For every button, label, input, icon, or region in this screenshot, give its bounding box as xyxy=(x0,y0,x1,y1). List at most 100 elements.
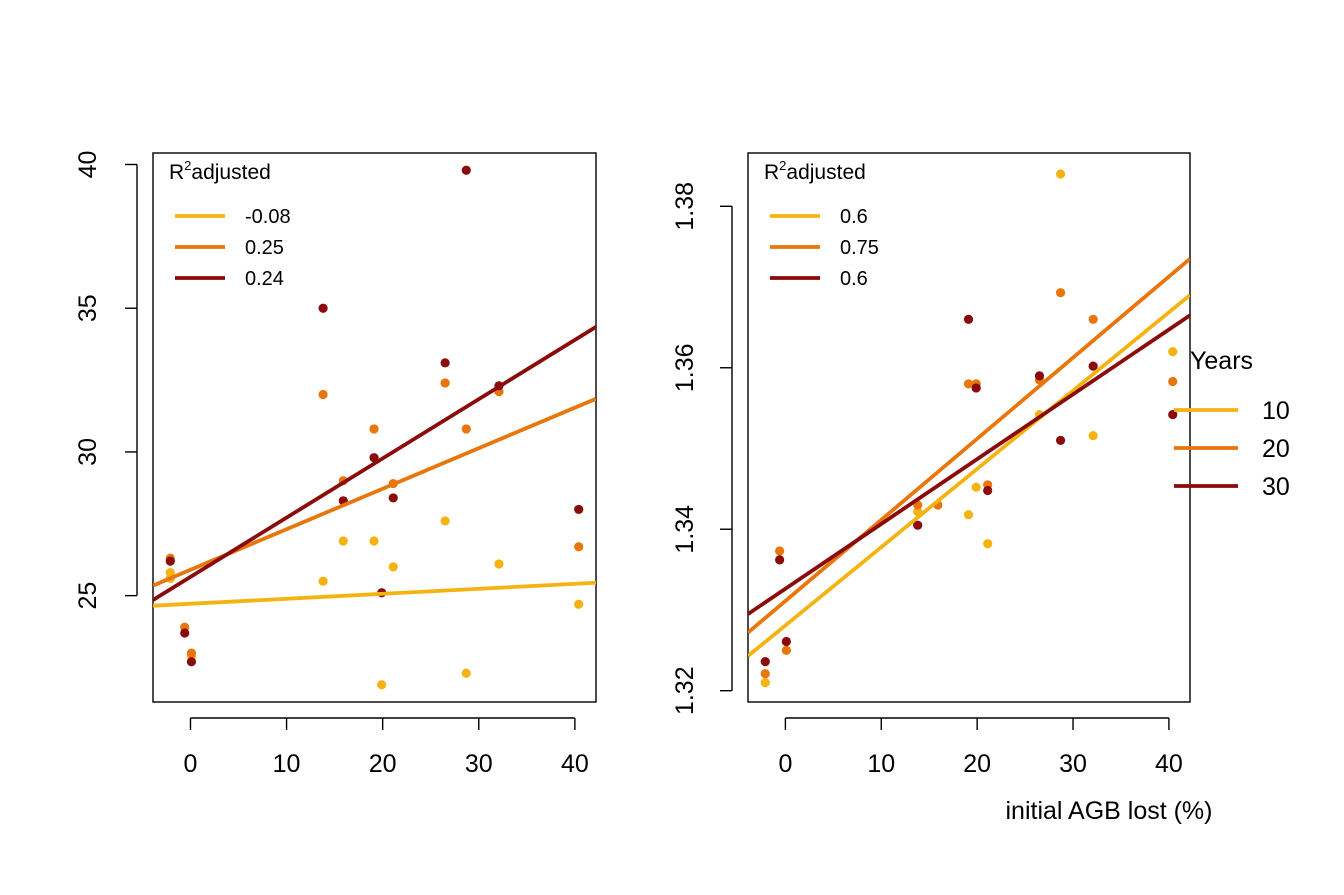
y-tick-label: 35 xyxy=(74,294,102,322)
x-tick-label: 0 xyxy=(184,750,198,778)
legend-label: 0.25 xyxy=(245,237,284,259)
data-point xyxy=(440,358,450,368)
series-1 xyxy=(760,169,1178,688)
data-point xyxy=(388,493,398,503)
x-axis-title: initial AGB lost (%) xyxy=(1005,797,1212,825)
data-point xyxy=(494,559,504,569)
plot-frame xyxy=(747,152,1191,703)
data-point xyxy=(186,657,197,667)
fit-line-1 xyxy=(153,580,596,608)
data-point xyxy=(1168,347,1178,357)
panel-1: 0 10 20 30 40 25 30 35 40 R2adjusted -0.08 0.25 0.24 xyxy=(74,151,597,778)
r2-legend: R2adjusted -0.08 0.25 0.24 xyxy=(169,158,291,290)
legend-label: 0.75 xyxy=(840,237,879,259)
x-tick-label: 0 xyxy=(778,750,792,778)
data-point xyxy=(963,379,974,389)
data-point xyxy=(461,424,471,434)
data-point xyxy=(963,314,974,324)
data-point xyxy=(1088,314,1098,324)
plot-area xyxy=(748,169,1190,688)
data-point xyxy=(165,556,175,566)
data-point xyxy=(1034,371,1045,381)
series-3 xyxy=(760,314,1178,667)
data-point xyxy=(461,165,471,175)
data-point xyxy=(781,636,791,647)
data-point xyxy=(369,424,379,434)
data-point xyxy=(760,669,770,679)
data-point xyxy=(983,485,993,496)
data-point xyxy=(971,383,981,393)
r2-legend: R2adjusted 0.6 0.75 0.6 xyxy=(764,158,879,290)
plot-frame xyxy=(152,152,597,703)
data-point xyxy=(165,568,175,578)
fit-line-3 xyxy=(748,313,1190,616)
data-point xyxy=(913,520,923,530)
data-point xyxy=(983,539,993,549)
data-point xyxy=(775,546,785,556)
data-point xyxy=(318,389,328,400)
data-point xyxy=(369,536,379,546)
years-legend: Years 10 20 30 xyxy=(1174,347,1290,501)
x-tick-label: 30 xyxy=(465,750,493,778)
fit-line-2 xyxy=(748,257,1190,635)
data-point xyxy=(1055,435,1066,446)
years-legend-label: 10 xyxy=(1262,397,1290,425)
data-point xyxy=(963,510,974,520)
data-point xyxy=(574,504,584,515)
data-point xyxy=(377,680,387,690)
data-point xyxy=(338,536,348,546)
y-tick-label: 1.32 xyxy=(671,666,699,715)
legend-label: -0.08 xyxy=(245,206,291,228)
plot-area xyxy=(153,165,596,690)
data-point xyxy=(574,542,584,552)
x-tick-label: 30 xyxy=(1059,750,1087,778)
y-tick-label: 1.34 xyxy=(671,505,699,554)
data-point xyxy=(775,555,785,565)
legend-label: 0.6 xyxy=(840,206,868,228)
data-point xyxy=(440,516,450,526)
series-3 xyxy=(165,165,584,667)
series-2 xyxy=(165,378,584,658)
data-point xyxy=(461,668,471,678)
fit-line-3 xyxy=(153,325,596,602)
series-2 xyxy=(760,288,1178,679)
data-point xyxy=(781,645,791,655)
x-tick-label: 10 xyxy=(273,750,301,778)
data-point xyxy=(186,648,197,658)
data-point xyxy=(440,378,450,388)
data-point xyxy=(318,576,328,586)
data-point xyxy=(971,482,981,492)
data-point xyxy=(1168,376,1178,387)
panel-2: 0 10 20 30 40 1.32 1.34 1.36 1.38 R2adjusted 0.6 0.… xyxy=(671,152,1213,825)
data-point xyxy=(1168,409,1178,420)
data-point xyxy=(574,599,584,609)
years-legend-label: 20 xyxy=(1262,435,1290,463)
legend-title: R2adjusted xyxy=(169,158,271,184)
x-tick-label: 40 xyxy=(1155,750,1183,778)
years-legend-title: Years xyxy=(1190,347,1253,375)
data-point xyxy=(1055,169,1066,179)
legend-label: 0.6 xyxy=(840,268,868,290)
y-tick-label: 25 xyxy=(74,582,102,610)
data-point xyxy=(180,628,190,638)
x-tick-label: 40 xyxy=(561,750,589,778)
data-point xyxy=(369,453,379,463)
data-point xyxy=(760,657,770,667)
y-tick-label: 40 xyxy=(74,151,102,179)
data-point xyxy=(388,562,398,572)
fit-line-1 xyxy=(748,293,1190,658)
y-tick-label: 1.38 xyxy=(671,182,699,231)
legend-label: 0.24 xyxy=(245,268,284,290)
x-tick-label: 10 xyxy=(867,750,895,778)
data-point xyxy=(318,303,328,313)
x-tick-label: 20 xyxy=(963,750,991,778)
legend-title: R2adjusted xyxy=(764,158,866,184)
years-legend-label: 30 xyxy=(1262,473,1290,501)
data-point xyxy=(1088,430,1098,441)
data-point xyxy=(1088,361,1098,371)
data-point xyxy=(760,678,770,688)
y-tick-label: 30 xyxy=(74,438,102,466)
y-tick-label: 1.36 xyxy=(671,343,699,392)
